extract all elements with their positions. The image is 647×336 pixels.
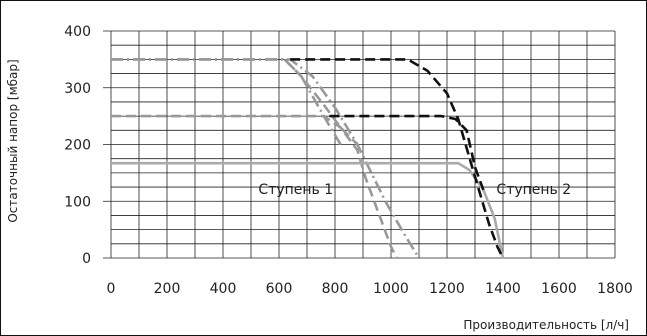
y-tick-label: 300: [64, 81, 91, 97]
y-tick-label: 0: [82, 251, 91, 267]
series-line-7: [329, 114, 485, 191]
y-axis-label: Остаточный напор [мбар]: [6, 59, 20, 222]
series-line-4: [111, 58, 342, 146]
x-tick-label: 0: [107, 281, 116, 297]
series-layer: [111, 58, 505, 259]
x-tick-label: 1600: [541, 281, 577, 297]
x-tick-label: 1800: [597, 281, 633, 297]
stage-label-2: Ступень 2: [496, 182, 571, 198]
x-tick-label: 1200: [429, 281, 465, 297]
y-tick-label: 100: [64, 194, 91, 210]
annotations: Ступень 1 Ступень 2: [258, 182, 571, 198]
x-tick-label: 800: [322, 281, 349, 297]
tick-labels: 0 200 400 600 800 1000 1200 1400 1600 1800 0 100 200…: [64, 24, 633, 297]
y-tick-label: 400: [64, 24, 91, 40]
x-axis-label: Производительность [л/ч]: [463, 318, 629, 332]
series-line-6: [290, 58, 505, 259]
stage-label-1: Ступень 1: [258, 182, 333, 198]
x-tick-label: 200: [154, 281, 181, 297]
grid: [103, 30, 616, 259]
x-tick-label: 600: [266, 281, 293, 297]
x-tick-label: 1400: [485, 281, 521, 297]
series-line-5: [283, 58, 359, 146]
x-tick-label: 400: [210, 281, 237, 297]
y-tick-label: 200: [64, 138, 91, 154]
x-tick-label: 1000: [373, 281, 409, 297]
